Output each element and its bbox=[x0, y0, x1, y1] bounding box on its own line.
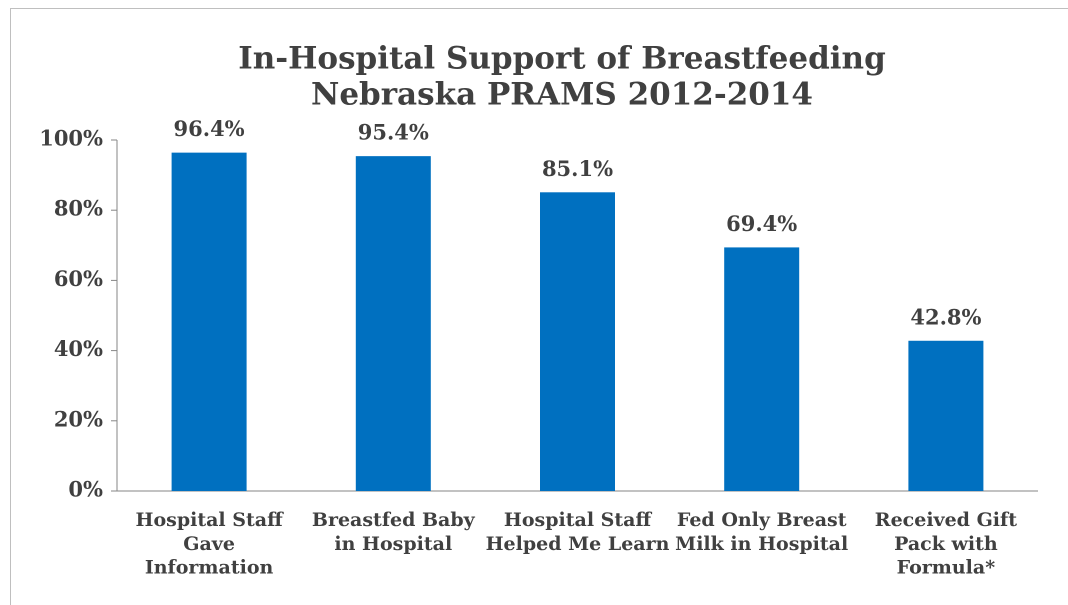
value-label: 95.4% bbox=[358, 120, 429, 145]
bar bbox=[355, 156, 431, 491]
value-label: 96.4% bbox=[174, 116, 245, 141]
bar bbox=[540, 192, 615, 491]
bar bbox=[171, 152, 247, 492]
x-tick-label: Breastfed Baby in Hospital bbox=[312, 509, 476, 555]
x-tick-label: Hospital Staff Helped Me Learn bbox=[486, 509, 670, 555]
value-label: 85.1% bbox=[542, 156, 613, 181]
chart-subtitle: Nebraska PRAMS 2012-2014 bbox=[311, 77, 813, 113]
bar bbox=[908, 340, 984, 491]
y-tick-label: 80% bbox=[54, 196, 103, 221]
y-tick-label: 60% bbox=[54, 266, 103, 291]
y-tick-label: 0% bbox=[68, 477, 103, 502]
chart-border bbox=[10, 8, 1068, 605]
value-label: 42.8% bbox=[910, 304, 981, 329]
x-tick-label: Fed Only Breast Milk in Hospital bbox=[675, 509, 848, 555]
chart-title: In-Hospital Support of Breastfeeding bbox=[238, 41, 886, 77]
bar bbox=[724, 247, 800, 491]
x-tick-label: Hospital Staff Gave Information bbox=[136, 509, 285, 579]
y-tick-label: 20% bbox=[54, 406, 103, 431]
y-tick-label: 40% bbox=[54, 336, 103, 361]
x-tick-label: Received Gift Pack with Formula* bbox=[875, 509, 1017, 579]
y-tick-label: 100% bbox=[39, 126, 103, 151]
value-label: 69.4% bbox=[726, 211, 797, 236]
